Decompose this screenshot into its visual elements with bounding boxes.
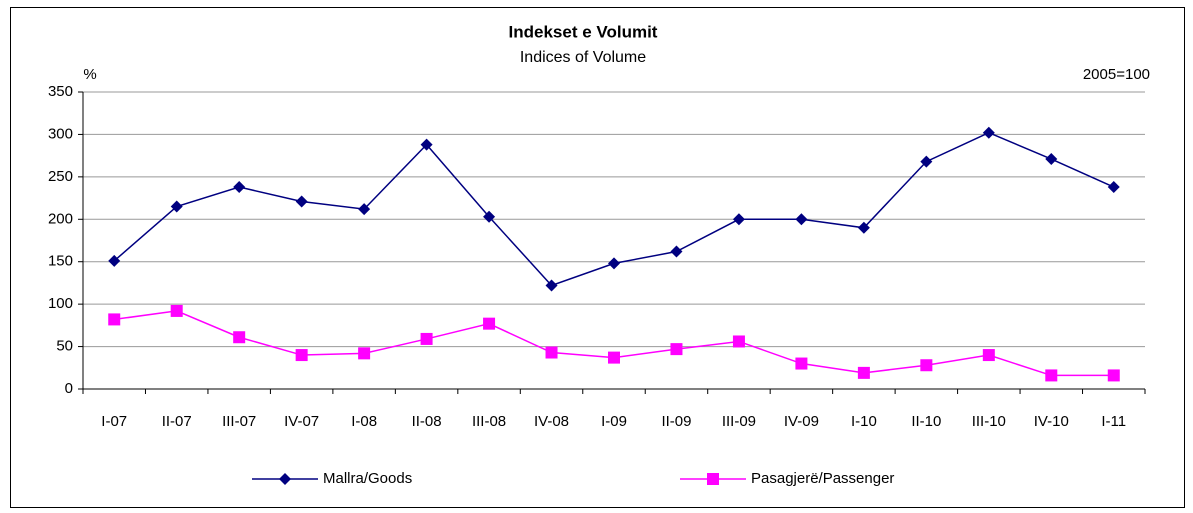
- x-tick-label: I-10: [851, 413, 877, 430]
- marker: [1045, 153, 1058, 166]
- y-tick-label: 0: [65, 380, 73, 397]
- x-tick-label: II-07: [162, 413, 192, 430]
- marker: [707, 473, 719, 485]
- marker: [1107, 369, 1120, 382]
- marker: [170, 304, 183, 317]
- marker: [279, 473, 291, 485]
- legend-label: Mallra/Goods: [323, 470, 412, 487]
- marker: [420, 138, 433, 151]
- marker: [982, 126, 995, 139]
- marker: [108, 313, 121, 326]
- y-tick-label: 300: [48, 125, 73, 142]
- note: 2005=100: [1083, 66, 1150, 83]
- x-tick-label: III-09: [722, 413, 756, 430]
- marker: [233, 181, 246, 194]
- marker: [483, 210, 496, 223]
- marker: [920, 359, 933, 372]
- marker: [857, 366, 870, 379]
- marker: [670, 343, 683, 356]
- marker: [295, 349, 308, 362]
- chart-border: [10, 7, 1185, 508]
- marker: [982, 349, 995, 362]
- x-tick-label: II-10: [911, 413, 941, 430]
- x-tick-label: IV-09: [784, 413, 819, 430]
- x-tick-label: III-08: [472, 413, 506, 430]
- marker: [545, 346, 558, 359]
- y-tick-label: 350: [48, 83, 73, 100]
- x-tick-label: IV-10: [1034, 413, 1069, 430]
- y-tick-label: 200: [48, 210, 73, 227]
- marker: [795, 213, 808, 226]
- x-tick-label: I-07: [101, 413, 127, 430]
- x-tick-label: III-10: [972, 413, 1006, 430]
- marker: [1107, 181, 1120, 194]
- marker: [358, 203, 371, 216]
- y-tick-label: 100: [48, 295, 73, 312]
- marker: [795, 357, 808, 370]
- chart-title: Indekset e Volumit: [509, 22, 658, 41]
- x-tick-label: I-11: [1101, 413, 1126, 430]
- marker: [732, 213, 745, 226]
- marker: [608, 351, 620, 364]
- marker: [483, 317, 496, 330]
- x-tick-label: I-08: [351, 413, 377, 430]
- x-tick-label: III-07: [222, 413, 256, 430]
- marker: [358, 347, 371, 360]
- x-tick-label: IV-08: [534, 413, 569, 430]
- x-tick-label: IV-07: [284, 413, 319, 430]
- chart-subtitle: Indices of Volume: [520, 49, 646, 66]
- legend-label: Pasagjerë/Passenger: [751, 470, 894, 487]
- marker: [420, 332, 433, 345]
- marker: [233, 331, 246, 344]
- marker: [545, 279, 558, 292]
- x-tick-label: II-09: [661, 413, 691, 430]
- marker: [295, 195, 308, 208]
- marker: [670, 245, 683, 258]
- marker: [732, 335, 745, 348]
- marker: [170, 200, 183, 213]
- marker: [108, 254, 121, 267]
- y-tick-label: 50: [56, 338, 73, 355]
- y-axis-label: %: [83, 66, 96, 83]
- x-tick-label: I-09: [601, 413, 627, 430]
- x-tick-label: II-08: [412, 413, 442, 430]
- marker: [1045, 369, 1058, 382]
- marker: [608, 257, 620, 270]
- y-tick-label: 150: [48, 253, 73, 270]
- marker: [857, 221, 870, 234]
- marker: [920, 155, 933, 168]
- y-tick-label: 250: [48, 168, 73, 185]
